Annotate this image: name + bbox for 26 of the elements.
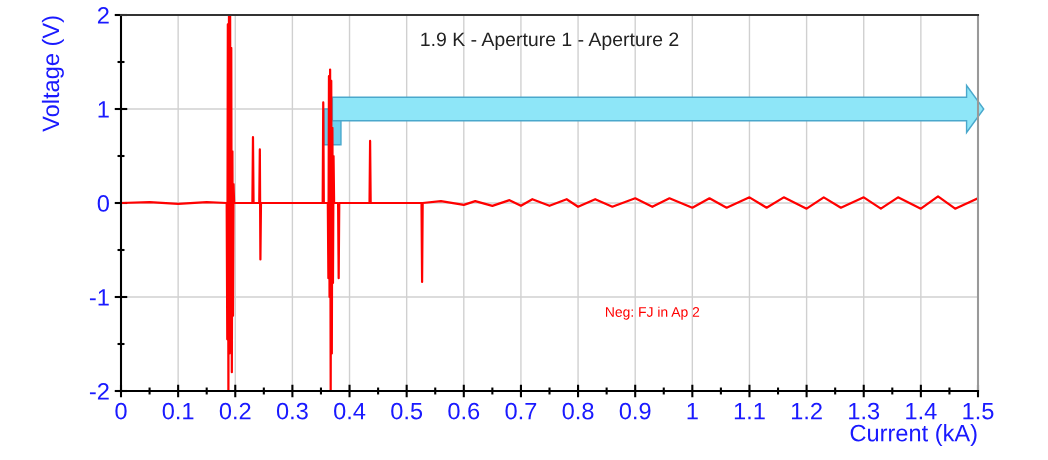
x-tick-label: 0.7 <box>505 402 537 420</box>
x-tick-label: 0.2 <box>219 402 251 420</box>
annotation: Neg: FJ in Ap 2 <box>606 306 700 320</box>
text: 1.9 K - Aperture 1 - Aperture 2 <box>421 32 679 51</box>
y-tick-label: -1 <box>89 289 109 306</box>
x-axis-title: Current (kA) <box>850 424 977 447</box>
x-tick-label: 0.6 <box>448 402 480 420</box>
x-tick-label: 1.1 <box>734 402 765 420</box>
x-tick-label: 0.5 <box>391 402 423 420</box>
x-tick-label: 0.4 <box>334 402 366 420</box>
y-axis-title: Voltage (V) <box>41 16 64 132</box>
x-tick-label: 0.1 <box>162 402 194 420</box>
y-tick-label: 0 <box>97 195 109 212</box>
y-tick-label: 1 <box>98 101 109 118</box>
x-tick-label: 1.2 <box>791 402 822 420</box>
x-tick-label: 0.9 <box>619 402 651 420</box>
line-series <box>121 15 978 391</box>
x-tick-label: 0 <box>115 402 127 420</box>
x-tick-label: 1.3 <box>849 402 880 420</box>
x-tick-label: 1 <box>687 402 698 420</box>
x-tick-label: 0.3 <box>276 402 308 420</box>
x-tick-label: 1.4 <box>906 402 937 420</box>
x-tick-label: 1.5 <box>963 402 994 420</box>
y-tick-label: 2 <box>97 7 109 24</box>
x-tick-label: 0.8 <box>562 402 594 420</box>
y-tick-label: -2 <box>89 383 109 400</box>
